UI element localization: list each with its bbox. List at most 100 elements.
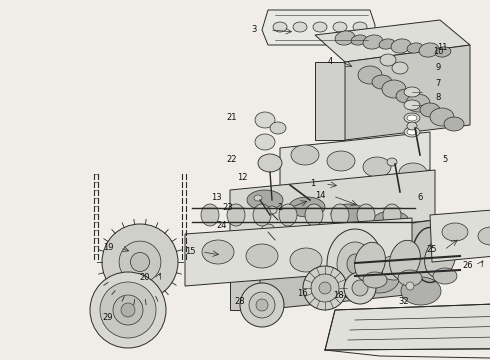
Circle shape [344, 272, 376, 304]
Text: 4: 4 [327, 58, 333, 67]
Circle shape [249, 292, 275, 318]
Circle shape [102, 224, 178, 300]
Ellipse shape [202, 240, 234, 264]
Ellipse shape [379, 39, 395, 49]
Text: 18: 18 [333, 291, 343, 300]
Text: 9: 9 [436, 63, 441, 72]
Text: 12: 12 [237, 174, 247, 183]
Ellipse shape [406, 94, 430, 112]
Ellipse shape [227, 204, 245, 226]
Ellipse shape [359, 265, 399, 293]
Ellipse shape [290, 248, 322, 272]
Ellipse shape [406, 282, 414, 290]
Ellipse shape [317, 253, 357, 281]
Ellipse shape [334, 252, 366, 276]
Text: 14: 14 [315, 192, 325, 201]
Ellipse shape [378, 256, 410, 280]
Ellipse shape [275, 241, 315, 269]
Ellipse shape [407, 129, 417, 135]
Ellipse shape [351, 35, 367, 45]
Circle shape [311, 274, 339, 302]
Circle shape [319, 282, 331, 294]
Ellipse shape [255, 134, 275, 150]
Ellipse shape [201, 204, 219, 226]
Circle shape [90, 272, 166, 348]
Ellipse shape [331, 204, 349, 226]
Ellipse shape [333, 22, 347, 32]
Text: 5: 5 [442, 156, 448, 165]
Text: 25: 25 [427, 246, 437, 255]
Ellipse shape [247, 190, 283, 210]
Ellipse shape [407, 122, 417, 130]
Polygon shape [315, 62, 345, 140]
Ellipse shape [430, 108, 454, 126]
Text: 11: 11 [437, 44, 447, 53]
Text: 24: 24 [217, 221, 227, 230]
Ellipse shape [407, 43, 423, 53]
Polygon shape [325, 300, 490, 350]
Polygon shape [315, 20, 470, 62]
Circle shape [121, 303, 135, 317]
Ellipse shape [357, 204, 375, 226]
Polygon shape [230, 170, 435, 242]
Text: 8: 8 [435, 94, 441, 103]
Ellipse shape [396, 89, 416, 103]
Ellipse shape [270, 122, 286, 134]
Ellipse shape [392, 62, 408, 74]
Text: 15: 15 [185, 248, 195, 256]
Ellipse shape [444, 117, 464, 131]
Circle shape [119, 241, 161, 283]
Ellipse shape [273, 22, 287, 32]
Ellipse shape [255, 112, 275, 128]
Text: 2: 2 [277, 202, 283, 211]
Ellipse shape [355, 242, 386, 282]
Ellipse shape [353, 22, 367, 32]
Ellipse shape [419, 43, 439, 57]
Ellipse shape [253, 204, 271, 226]
Circle shape [352, 280, 368, 296]
Ellipse shape [289, 197, 325, 217]
Ellipse shape [267, 206, 277, 214]
Ellipse shape [425, 238, 455, 278]
Ellipse shape [404, 87, 420, 97]
Polygon shape [327, 229, 383, 299]
Ellipse shape [387, 158, 397, 166]
Text: 13: 13 [211, 194, 221, 202]
Ellipse shape [327, 151, 355, 171]
Ellipse shape [358, 66, 382, 84]
Ellipse shape [382, 80, 406, 98]
Ellipse shape [478, 227, 490, 245]
Ellipse shape [254, 195, 262, 201]
Circle shape [256, 299, 268, 311]
Ellipse shape [404, 100, 420, 110]
Ellipse shape [293, 22, 307, 32]
Circle shape [113, 295, 143, 325]
Ellipse shape [313, 22, 327, 32]
Polygon shape [262, 10, 375, 45]
Text: 3: 3 [251, 26, 257, 35]
Ellipse shape [262, 224, 274, 232]
Ellipse shape [363, 272, 387, 288]
Ellipse shape [331, 204, 367, 224]
Ellipse shape [433, 268, 457, 284]
Ellipse shape [347, 254, 363, 274]
Circle shape [303, 266, 347, 310]
Ellipse shape [363, 157, 391, 177]
Ellipse shape [391, 39, 411, 53]
Ellipse shape [246, 244, 278, 268]
Polygon shape [185, 218, 412, 286]
Text: 28: 28 [235, 297, 245, 306]
Ellipse shape [435, 47, 451, 57]
Circle shape [100, 282, 156, 338]
Text: 19: 19 [103, 243, 113, 252]
Text: 7: 7 [435, 78, 441, 87]
Ellipse shape [279, 204, 297, 226]
Text: 20: 20 [140, 274, 150, 283]
Text: 23: 23 [222, 203, 233, 212]
Text: 21: 21 [227, 113, 237, 122]
Ellipse shape [337, 242, 373, 286]
Ellipse shape [305, 204, 323, 226]
Polygon shape [260, 220, 435, 310]
Ellipse shape [373, 211, 409, 231]
Text: 26: 26 [463, 261, 473, 270]
